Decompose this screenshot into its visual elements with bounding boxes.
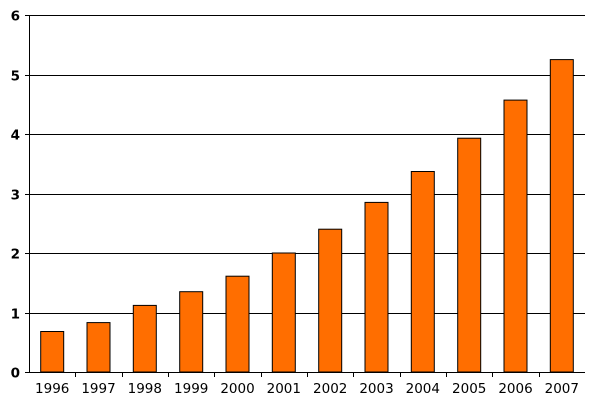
axes bbox=[25, 15, 585, 377]
y-tick-label: 3 bbox=[11, 188, 20, 204]
x-tick-label: 2007 bbox=[545, 381, 579, 397]
x-tick-label: 2006 bbox=[498, 381, 532, 397]
tick-labels: 0 1 2 3 4 5 6 1996 1997 1998 1999 2000 2001 2002 2003 2… bbox=[11, 9, 579, 398]
bar-2002 bbox=[318, 228, 343, 373]
bar-1996 bbox=[40, 331, 65, 373]
y-tick-label: 2 bbox=[11, 247, 20, 263]
y-tick-label: 4 bbox=[11, 128, 20, 144]
y-tick-label: 5 bbox=[11, 69, 20, 85]
x-tick-label: 1999 bbox=[174, 381, 208, 397]
gridlines bbox=[29, 15, 585, 314]
bar-1997 bbox=[86, 322, 111, 373]
bar-2001 bbox=[271, 252, 296, 373]
y-tick-label: 6 bbox=[11, 9, 20, 25]
bar-2006 bbox=[503, 99, 528, 373]
bar-1999 bbox=[179, 291, 204, 373]
x-tick-label: 1998 bbox=[128, 381, 162, 397]
x-tick-label: 1997 bbox=[81, 381, 115, 397]
x-tick-label: 2005 bbox=[452, 381, 486, 397]
x-tick-label: 2000 bbox=[220, 381, 254, 397]
bar-2007 bbox=[549, 59, 574, 373]
bar-2004 bbox=[410, 171, 435, 373]
y-tick-label: 1 bbox=[11, 307, 20, 323]
bar-2005 bbox=[457, 137, 482, 373]
bar-1998 bbox=[132, 304, 157, 373]
bar-2003 bbox=[364, 201, 389, 373]
bar-2000 bbox=[225, 275, 250, 373]
x-tick-label: 2002 bbox=[313, 381, 347, 397]
x-tick-label: 2004 bbox=[406, 381, 440, 397]
y-tick-label: 0 bbox=[11, 366, 20, 382]
bars bbox=[40, 59, 574, 373]
x-tick-label: 1996 bbox=[35, 381, 69, 397]
x-tick-label: 2001 bbox=[267, 381, 301, 397]
x-tick-label: 2003 bbox=[359, 381, 393, 397]
